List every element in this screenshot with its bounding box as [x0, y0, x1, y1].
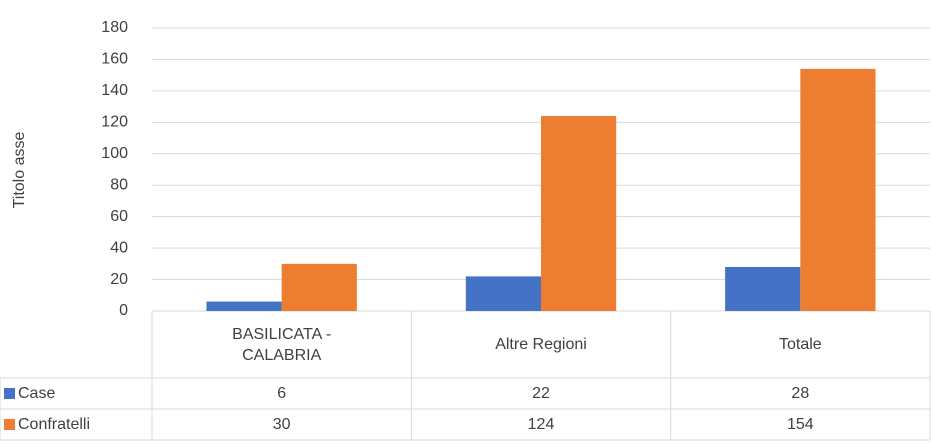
table-value: 28: [791, 385, 810, 402]
bar: [281, 263, 357, 311]
table-value: 154: [786, 416, 814, 433]
legend-key: [4, 388, 15, 399]
bar: [800, 68, 876, 311]
bar: [541, 116, 617, 312]
y-tick-label: 120: [101, 114, 128, 131]
bar: [725, 266, 801, 311]
table-value: 124: [527, 416, 555, 433]
y-tick-label: 140: [101, 82, 128, 99]
table-value: 22: [532, 385, 550, 402]
y-tick-label: 100: [101, 145, 128, 162]
y-tick-label: 20: [110, 271, 128, 288]
legend-key: [4, 419, 15, 430]
y-tick-label: 0: [119, 302, 128, 319]
bar: [206, 301, 282, 311]
legend-entry: Confratelli: [0, 409, 152, 440]
bar: [465, 276, 541, 311]
y-tick-label: 80: [110, 176, 128, 193]
y-axis-label: Titolo asse: [11, 132, 28, 209]
category-label: Totale: [778, 336, 822, 353]
category-label: Altre Regioni: [495, 336, 587, 353]
legend-label: Case: [18, 385, 56, 402]
legend-entry: Case: [0, 378, 152, 409]
y-tick-label: 40: [110, 239, 128, 256]
y-tick-label: 180: [101, 19, 128, 36]
legend-label: Confratelli: [18, 416, 91, 433]
table-value: 30: [272, 416, 291, 433]
table-value: 6: [277, 385, 287, 402]
category-label: BASILICATA - CALABRIA: [232, 325, 332, 364]
y-tick-label: 60: [110, 208, 128, 225]
y-tick-label: 160: [101, 51, 128, 68]
